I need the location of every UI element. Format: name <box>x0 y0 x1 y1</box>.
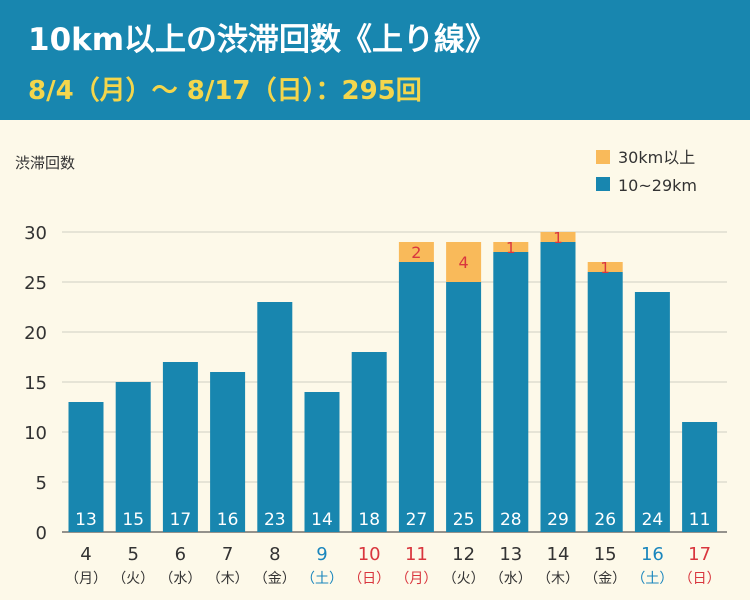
bar-10-29km <box>398 262 434 532</box>
legend-label-10-29km: 10~29km <box>618 176 697 195</box>
bar-value-label: 17 <box>170 510 192 530</box>
legend-label-30km: 30km以上 <box>618 148 695 167</box>
bar-value-label: 24 <box>642 510 664 530</box>
bar-10-29km <box>257 302 293 532</box>
bar-value-label: 11 <box>689 510 711 530</box>
y-tick-label: 15 <box>24 373 47 394</box>
x-tick-label-day: 9 <box>316 544 327 565</box>
bar-30km-value-label: 1 <box>553 229 563 247</box>
x-tick-label-weekday: （木） <box>207 571 249 587</box>
x-tick-label-day: 12 <box>452 544 475 565</box>
x-tick-label-day: 7 <box>222 544 233 565</box>
legend-swatch-30km <box>596 150 610 164</box>
x-tick-label-day: 8 <box>269 544 280 565</box>
bar-30km-value-label: 1 <box>506 239 516 257</box>
bar-30km-value-label: 4 <box>459 253 469 272</box>
bar-10-29km <box>682 422 718 532</box>
bar-value-label: 13 <box>75 510 97 530</box>
bar-10-29km <box>587 272 623 532</box>
x-tick-label-day: 5 <box>127 544 138 565</box>
bar-30km <box>587 262 623 272</box>
x-tick-label-weekday: （火） <box>443 571 485 587</box>
bar-value-label: 29 <box>547 510 569 530</box>
bar-value-label: 18 <box>358 510 380 530</box>
bar-value-label: 16 <box>217 510 239 530</box>
y-tick-label: 0 <box>36 523 47 544</box>
bar-30km <box>493 242 529 252</box>
bar-value-label: 27 <box>406 510 428 530</box>
bar-value-label: 23 <box>264 510 286 530</box>
bar-10-29km <box>68 402 104 532</box>
y-tick-label: 5 <box>36 473 47 494</box>
x-tick-label-weekday: （月） <box>395 571 437 587</box>
x-tick-label-weekday: （金） <box>584 571 626 587</box>
chart-title: 10km以上の渋滞回数《上り線》 <box>28 22 497 58</box>
bar-10-29km <box>304 392 340 532</box>
chart-subtitle: 8/4（月）～ 8/17（日）：295回 <box>28 76 422 106</box>
y-tick-label: 30 <box>24 223 47 244</box>
bar-10-29km <box>446 282 482 532</box>
bar-30km <box>446 242 482 282</box>
bar-10-29km <box>162 362 198 532</box>
x-tick-label-day: 15 <box>594 544 617 565</box>
x-tick-label-weekday: （土） <box>631 571 673 587</box>
x-tick-label-weekday: （金） <box>254 571 296 587</box>
y-tick-label: 25 <box>24 273 47 294</box>
bar-value-label: 28 <box>500 510 522 530</box>
x-tick-label-weekday: （火） <box>112 571 154 587</box>
x-tick-label-weekday: （水） <box>490 571 532 587</box>
bar-value-label: 26 <box>594 510 616 530</box>
legend-swatch-10-29km <box>596 177 610 191</box>
x-tick-label-day: 4 <box>80 544 91 565</box>
x-tick-label-weekday: （水） <box>159 571 201 587</box>
x-tick-label-day: 16 <box>641 544 664 565</box>
bar-10-29km <box>634 292 670 532</box>
x-tick-label-day: 13 <box>499 544 522 565</box>
y-tick-label: 20 <box>24 323 47 344</box>
bar-30km <box>540 232 576 242</box>
x-tick-label-day: 10 <box>358 544 381 565</box>
bar-10-29km <box>540 242 576 532</box>
x-tick-label-day: 6 <box>175 544 186 565</box>
x-tick-label-weekday: （土） <box>301 571 343 587</box>
bar-10-29km <box>210 372 246 532</box>
bar-30km <box>398 242 434 262</box>
x-tick-label-weekday: （日） <box>679 571 721 587</box>
x-tick-label-weekday: （日） <box>348 571 390 587</box>
bar-value-label: 14 <box>311 510 333 530</box>
x-tick-label-day: 14 <box>547 544 570 565</box>
x-tick-label-day: 17 <box>688 544 711 565</box>
bar-10-29km <box>493 252 529 532</box>
bar-30km-value-label: 2 <box>411 243 421 262</box>
x-tick-label-weekday: （木） <box>537 571 579 587</box>
bar-30km-value-label: 1 <box>600 259 610 277</box>
bar-value-label: 15 <box>122 510 144 530</box>
bar-10-29km <box>351 352 387 532</box>
y-tick-label: 10 <box>24 423 47 444</box>
y-axis-label: 渋滞回数 <box>15 154 75 172</box>
header-banner: 10km以上の渋滞回数《上り線》 8/4（月）～ 8/17（日）：295回 <box>0 0 750 120</box>
bar-10-29km <box>115 382 151 532</box>
x-tick-label-weekday: （月） <box>65 571 107 587</box>
bar-value-label: 25 <box>453 510 475 530</box>
x-tick-label-day: 11 <box>405 544 428 565</box>
